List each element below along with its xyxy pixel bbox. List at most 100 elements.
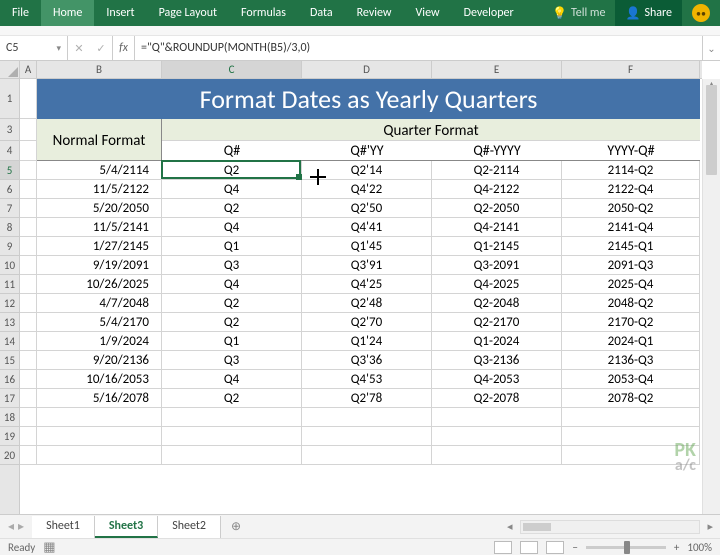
cell-D19 <box>302 427 432 446</box>
horizontal-scrollbar[interactable] <box>520 520 700 534</box>
row-header-7[interactable]: 7 <box>0 199 19 218</box>
ribbon-tab-insert[interactable]: Insert <box>94 0 146 26</box>
col-header-F[interactable]: F <box>562 61 700 78</box>
share-button[interactable]: 👤Share <box>615 0 682 26</box>
row-header-18[interactable]: 18 <box>0 408 19 427</box>
row-header-16[interactable]: 16 <box>0 370 19 389</box>
vertical-scrollbar[interactable]: ▴ ▾ <box>702 79 720 523</box>
select-all-corner[interactable] <box>0 61 20 79</box>
formula-input[interactable]: ="Q"&ROUNDUP(MONTH(B5)/3,0) <box>135 36 702 60</box>
cell-A12 <box>20 294 37 313</box>
sheet-tab-sheet2[interactable]: Sheet2 <box>158 516 221 538</box>
ribbon-tab-view[interactable]: View <box>404 0 452 26</box>
col-header-A[interactable]: A <box>20 61 37 78</box>
cell-C12: Q2 <box>162 294 302 313</box>
fx-icon[interactable]: fx <box>113 36 135 60</box>
col-header-D[interactable]: D <box>302 61 432 78</box>
tab-nav-buttons[interactable]: ◂▸ <box>0 519 32 534</box>
cells-area[interactable]: Format Dates as Yearly QuartersNormal Fo… <box>20 79 702 523</box>
macro-record-icon[interactable]: ▦ <box>43 540 55 555</box>
col-header-B[interactable]: B <box>37 61 162 78</box>
cell-B6: 11/5/2122 <box>37 180 162 199</box>
cell-C6: Q4 <box>162 180 302 199</box>
horizontal-scroll-thumb[interactable] <box>523 523 551 531</box>
row-header-17[interactable]: 17 <box>0 389 19 408</box>
row-header-9[interactable]: 9 <box>0 237 19 256</box>
ribbon-tab-developer[interactable]: Developer <box>452 0 526 26</box>
row-header-13[interactable]: 13 <box>0 313 19 332</box>
cell-C15: Q3 <box>162 351 302 370</box>
cell-B19 <box>37 427 162 446</box>
cell-C11: Q4 <box>162 275 302 294</box>
vertical-scroll-thumb[interactable] <box>706 85 717 175</box>
row-header-3[interactable]: 3 <box>0 119 19 141</box>
cell-E13: Q2-2170 <box>432 313 562 332</box>
row-header-20[interactable]: 20 <box>0 446 19 465</box>
cell-D16: Q4'53 <box>302 370 432 389</box>
cell-C10: Q3 <box>162 256 302 275</box>
cell-E15: Q3-2136 <box>432 351 562 370</box>
cell-F13: 2170-Q2 <box>562 313 700 332</box>
row-header-1[interactable]: 1 <box>0 79 19 119</box>
col-header-C[interactable]: C <box>162 61 302 78</box>
cell-D18 <box>302 408 432 427</box>
ribbon-tab-formulas[interactable]: Formulas <box>229 0 298 26</box>
cell-A14 <box>20 332 37 351</box>
zoom-level[interactable]: 100% <box>687 541 712 554</box>
row-header-15[interactable]: 15 <box>0 351 19 370</box>
cell-F18 <box>562 408 700 427</box>
row-header-6[interactable]: 6 <box>0 180 19 199</box>
row-header-19[interactable]: 19 <box>0 427 19 446</box>
cell-D11: Q4'25 <box>302 275 432 294</box>
zoom-in-icon[interactable]: + <box>674 541 679 554</box>
formula-expand-icon[interactable]: ⌄ <box>702 36 720 60</box>
cell-D15: Q3'36 <box>302 351 432 370</box>
person-icon: 👤 <box>625 6 640 21</box>
row-header-11[interactable]: 11 <box>0 275 19 294</box>
cell-E8: Q4-2141 <box>432 218 562 237</box>
row-header-12[interactable]: 12 <box>0 294 19 313</box>
accept-icon[interactable]: ✓ <box>90 36 112 60</box>
ribbon-tab-home[interactable]: Home <box>41 0 94 26</box>
ribbon-tab-page-layout[interactable]: Page Layout <box>147 0 229 26</box>
view-break-button[interactable] <box>546 541 564 554</box>
col-header-E[interactable]: E <box>432 61 562 78</box>
feedback-icon[interactable]: •• <box>692 4 710 22</box>
cell-D9: Q1'45 <box>302 237 432 256</box>
zoom-out-icon[interactable]: − <box>572 541 577 554</box>
row-header-4[interactable]: 4 <box>0 141 19 161</box>
cell-B20 <box>37 446 162 465</box>
cell-C8: Q4 <box>162 218 302 237</box>
tell-me-button[interactable]: 💡Tell me <box>542 6 615 21</box>
view-layout-button[interactable] <box>520 541 538 554</box>
formula-nav-buttons: ✕ ✓ <box>68 36 113 60</box>
cell-A19 <box>20 427 37 446</box>
cancel-icon[interactable]: ✕ <box>68 36 90 60</box>
cell-A10 <box>20 256 37 275</box>
sheet-tab-sheet1[interactable]: Sheet1 <box>32 516 95 538</box>
sheet-tab-sheet3[interactable]: Sheet3 <box>95 516 158 538</box>
cell-A18 <box>20 408 37 427</box>
cell-D20 <box>302 446 432 465</box>
name-box[interactable]: C5 ▾ <box>0 36 68 60</box>
cell-B11: 10/26/2025 <box>37 275 162 294</box>
name-box-dropdown-icon[interactable]: ▾ <box>56 43 61 54</box>
row-header-10[interactable]: 10 <box>0 256 19 275</box>
add-sheet-button[interactable]: ⊕ <box>221 519 251 534</box>
ribbon-tab-file[interactable]: File <box>0 0 41 26</box>
view-normal-button[interactable] <box>494 541 512 554</box>
cell-A13 <box>20 313 37 332</box>
watermark-ac: a/c <box>674 459 696 473</box>
cell-F10: 2091-Q3 <box>562 256 700 275</box>
cell-E12: Q2-2048 <box>432 294 562 313</box>
ribbon-tab-review[interactable]: Review <box>345 0 404 26</box>
column-headers: ABCDEF <box>20 61 702 79</box>
cell-E11: Q4-2025 <box>432 275 562 294</box>
cell-E10: Q3-2091 <box>432 256 562 275</box>
row-header-5[interactable]: 5 <box>0 161 19 180</box>
subhead-F: YYYY-Q# <box>562 141 700 161</box>
ribbon-tab-data[interactable]: Data <box>298 0 345 26</box>
row-header-14[interactable]: 14 <box>0 332 19 351</box>
row-header-8[interactable]: 8 <box>0 218 19 237</box>
zoom-slider[interactable] <box>586 546 666 549</box>
